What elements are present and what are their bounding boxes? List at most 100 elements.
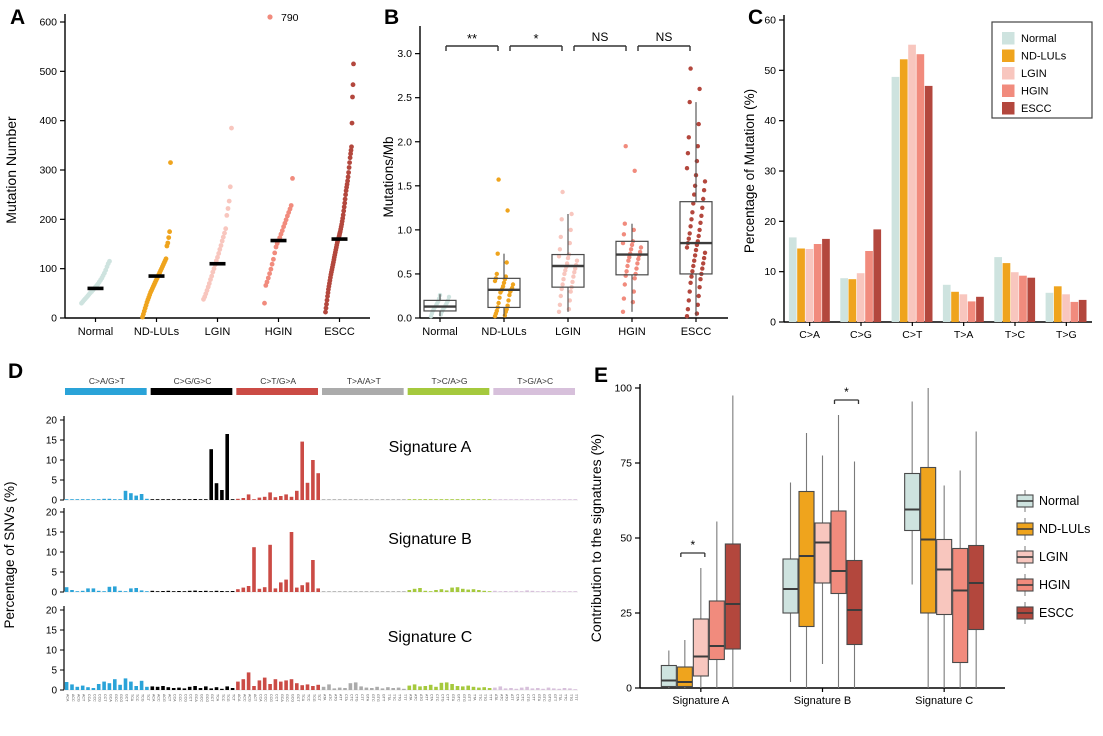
bar-Normal bbox=[788, 237, 797, 322]
spectrum-bar bbox=[75, 686, 80, 690]
data-point bbox=[633, 271, 638, 277]
context-label: GCA bbox=[280, 694, 284, 702]
spectrum-bar bbox=[166, 590, 171, 592]
spectrum-bar bbox=[509, 499, 513, 500]
spectrum-bar bbox=[386, 591, 390, 592]
context-label: TCT bbox=[317, 694, 321, 702]
x-tick-label: HGIN bbox=[265, 326, 293, 338]
spectrum-bar bbox=[177, 687, 181, 690]
box bbox=[679, 201, 713, 275]
spectrum-bar bbox=[123, 490, 128, 500]
spectrum-bar bbox=[305, 582, 310, 592]
data-point bbox=[700, 266, 705, 271]
data-point bbox=[349, 144, 354, 150]
data-point bbox=[505, 303, 510, 308]
spectrum-bar bbox=[498, 591, 503, 592]
spectrum-bar bbox=[187, 590, 192, 592]
outlier-marker bbox=[267, 14, 273, 20]
box-HGIN bbox=[708, 600, 725, 661]
data-point bbox=[262, 300, 267, 306]
context-label: CCT bbox=[103, 694, 107, 702]
y-tick-label: 50 bbox=[620, 533, 632, 545]
spectrum-bar bbox=[461, 499, 465, 500]
data-point bbox=[497, 295, 502, 300]
spectrum-bar bbox=[557, 499, 561, 500]
block-header-label: C>G/G>C bbox=[174, 376, 212, 386]
significance-label: NS bbox=[592, 30, 609, 44]
data-point bbox=[688, 66, 693, 71]
data-point bbox=[163, 256, 169, 262]
spectrum-bar bbox=[439, 682, 444, 690]
spectrum-bar bbox=[536, 591, 540, 592]
data-point bbox=[496, 177, 501, 182]
panel-label-d: D bbox=[8, 360, 24, 383]
spectrum-bar bbox=[337, 687, 342, 690]
context-label: GCG bbox=[290, 694, 294, 702]
spectrum-bar bbox=[155, 591, 160, 592]
panel-b-mutations-per-mb: 0.0 0.5 1.0 1.5 2.0 2.5 3.0 Mutations/Mb Normal N… bbox=[380, 0, 740, 356]
spectrum-bar bbox=[568, 688, 572, 690]
spectrum-bar bbox=[204, 686, 208, 690]
data-point bbox=[224, 213, 230, 218]
spectrum-bar bbox=[241, 498, 246, 500]
y-tick-label: 20 bbox=[764, 216, 776, 228]
data-point bbox=[211, 266, 217, 272]
box-ESCC bbox=[724, 543, 741, 650]
spectrum-bar bbox=[134, 588, 138, 592]
spectrum-bar bbox=[279, 681, 283, 690]
box-LGIN bbox=[936, 538, 953, 616]
bar-LGIN bbox=[856, 273, 865, 322]
spectrum-bar bbox=[386, 499, 390, 500]
spectrum-bar bbox=[418, 588, 422, 592]
spectrum-bar bbox=[177, 591, 181, 592]
data-point bbox=[229, 125, 234, 131]
spectrum-bar bbox=[546, 499, 551, 500]
data-point bbox=[697, 285, 702, 290]
bar-ESCC bbox=[924, 85, 933, 323]
spectrum-bar bbox=[402, 591, 406, 592]
spectrum-bar bbox=[284, 494, 288, 500]
data-point bbox=[691, 201, 696, 206]
x-tick-label: Signature C bbox=[915, 695, 973, 707]
spectrum-bar bbox=[166, 499, 171, 500]
spectrum-bar bbox=[552, 590, 556, 592]
context-label: TTG bbox=[483, 694, 487, 701]
spectrum-bar bbox=[536, 688, 540, 690]
spectrum-bar bbox=[198, 499, 203, 500]
y-tick-label: 40 bbox=[764, 115, 776, 127]
data-point bbox=[696, 121, 701, 127]
y-axis-title: Percentage of SNVs (%) bbox=[2, 481, 17, 628]
spectrum-bar bbox=[198, 688, 203, 690]
spectrum-bar bbox=[123, 678, 128, 690]
legend-label: LGIN bbox=[1039, 550, 1068, 564]
data-point bbox=[494, 308, 499, 314]
data-point bbox=[567, 298, 572, 303]
spectrum-bar bbox=[380, 499, 385, 500]
spectrum-bar bbox=[477, 499, 481, 500]
data-point bbox=[503, 274, 508, 279]
data-point bbox=[556, 254, 562, 259]
data-point bbox=[625, 263, 630, 269]
context-label: CTG bbox=[526, 694, 530, 702]
context-label: CTG bbox=[355, 694, 359, 702]
significance-label: ** bbox=[467, 31, 477, 46]
data-point bbox=[323, 305, 329, 311]
spectrum-bar bbox=[155, 686, 160, 690]
spectrum-bar bbox=[241, 587, 246, 592]
bar-ND-LULs bbox=[1053, 286, 1062, 322]
spectrum-bar bbox=[509, 688, 513, 690]
data-point bbox=[220, 234, 226, 240]
spectrum-bar bbox=[209, 591, 213, 592]
context-label: ACC bbox=[71, 694, 75, 702]
spectrum-bar bbox=[214, 483, 219, 500]
data-point bbox=[698, 220, 703, 225]
spectrum-bar bbox=[279, 496, 283, 500]
row-y-tick-label: 15 bbox=[46, 528, 58, 539]
spectrum-bar bbox=[541, 688, 545, 690]
median-bar bbox=[148, 274, 165, 278]
spectrum-bar bbox=[311, 560, 315, 592]
data-point bbox=[691, 263, 696, 269]
data-point bbox=[693, 247, 699, 253]
data-point bbox=[629, 242, 635, 248]
